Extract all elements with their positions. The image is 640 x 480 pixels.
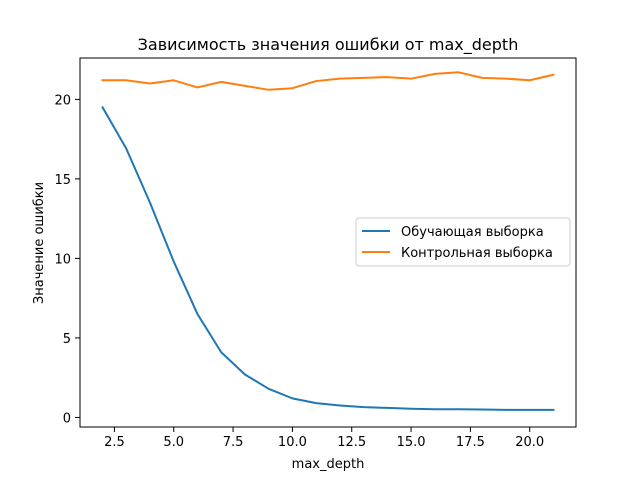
y-tick-label: 10: [54, 252, 71, 267]
x-tick-label: 10.0: [278, 435, 307, 450]
x-axis-label: max_depth: [292, 457, 365, 472]
x-tick-label: 2.5: [104, 435, 125, 450]
legend-box: [355, 217, 571, 267]
legend-label-validation: Контрольная выборка: [401, 246, 553, 261]
series-layer: [101, 71, 555, 411]
legend: Обучающая выборка Контрольная выборка: [355, 217, 571, 267]
x-tick-label: 7.5: [223, 435, 244, 450]
y-tick-label: 20: [54, 93, 71, 108]
chart-title: Зависимость значения ошибки от max_depth: [138, 35, 519, 55]
y-tick-label: 15: [54, 173, 71, 188]
x-tick-label: 17.5: [456, 435, 485, 450]
x-tick-label: 15.0: [397, 435, 426, 450]
x-tick-label: 5.0: [163, 435, 184, 450]
x-axis: 2.5 5.0 7.5 10.0 12.5 15.0 17.5 20.0: [104, 427, 544, 450]
y-axis: 0 5 10 15 20: [54, 93, 80, 426]
plot-frame: [79, 57, 577, 428]
x-tick-label: 20.0: [515, 435, 544, 450]
series-line-training: [101, 105, 555, 411]
legend-label-training: Обучающая выборка: [401, 225, 544, 240]
x-tick-label: 12.5: [337, 435, 366, 450]
y-tick-label: 5: [63, 332, 71, 347]
y-tick-label: 0: [63, 411, 71, 426]
y-axis-label: Значение ошибки: [32, 182, 47, 304]
series-line-validation: [101, 71, 555, 91]
